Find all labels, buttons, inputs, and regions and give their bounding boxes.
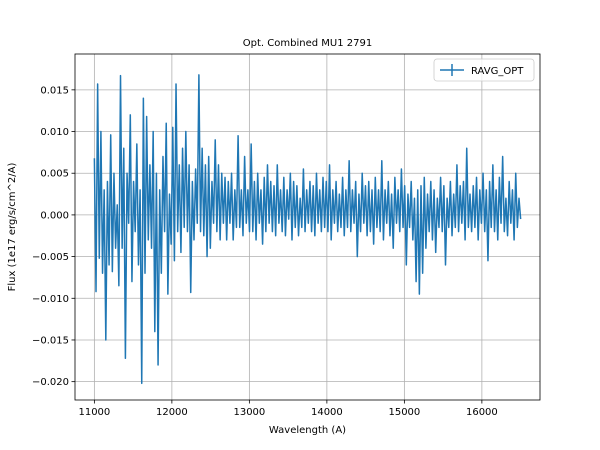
x-tick-label: 16000 [466, 407, 498, 418]
x-tick-label: 11000 [78, 407, 110, 418]
chart-title: Opt. Combined MU1 2791 [243, 38, 372, 49]
series-layer [93, 74, 522, 385]
x-tick-label: 15000 [388, 407, 420, 418]
y-tick-label: −0.010 [32, 294, 69, 305]
y-tick-label: −0.020 [32, 377, 69, 388]
legend: RAVG_OPT [433, 58, 535, 82]
y-tick-label: 0.000 [40, 210, 69, 221]
x-axis-label: Wavelength (A) [269, 425, 346, 436]
plot-frame [74, 53, 541, 401]
y-tick-label: 0.015 [40, 85, 69, 96]
legend-box [433, 58, 535, 82]
legend-entry-ravg-opt: RAVG_OPT [471, 66, 524, 77]
y-axis-label: Flux (1e17 erg/s/cm^2/A) [7, 163, 18, 292]
y-tick-label: −0.015 [32, 335, 69, 346]
x-tick-label: 13000 [233, 407, 265, 418]
y-tick-label: −0.005 [32, 252, 69, 263]
x-tick-label: 12000 [156, 407, 188, 418]
y-tick-label: 0.005 [40, 169, 69, 180]
y-axis: −0.020 −0.015 −0.010 −0.005 0.000 0.005 0.010 0… [32, 85, 75, 388]
x-tick-label: 14000 [311, 407, 343, 418]
y-tick-label: 0.010 [40, 127, 69, 138]
x-axis: 11000 12000 13000 14000 15000 16000 [78, 400, 498, 418]
series-line-ravg-opt [93, 74, 522, 385]
